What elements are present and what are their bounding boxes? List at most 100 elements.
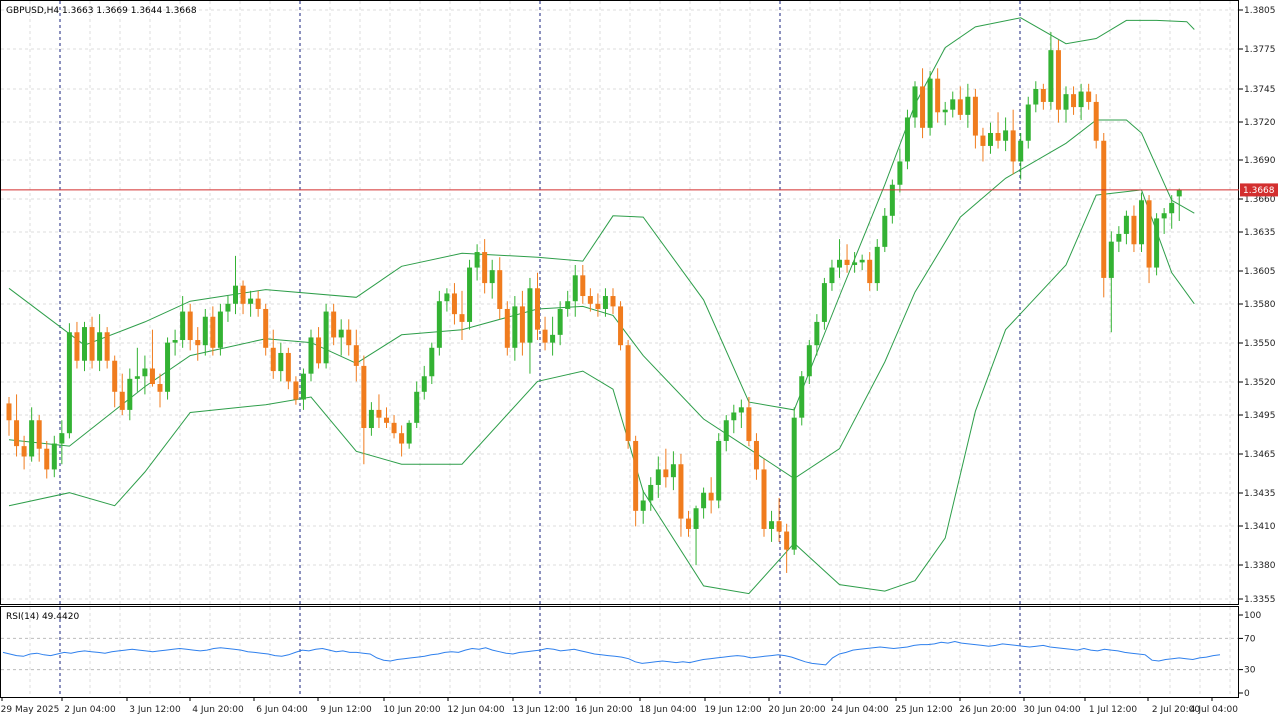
candle[interactable] xyxy=(202,308,208,356)
candle[interactable] xyxy=(316,327,322,369)
candle[interactable] xyxy=(882,208,888,253)
candle[interactable] xyxy=(1101,132,1107,298)
candle[interactable] xyxy=(572,264,578,317)
candle[interactable] xyxy=(1093,94,1099,149)
candle[interactable] xyxy=(14,394,20,457)
candle[interactable] xyxy=(761,459,767,537)
candle[interactable] xyxy=(1071,86,1077,115)
candle[interactable] xyxy=(972,88,978,149)
candle[interactable] xyxy=(482,239,488,294)
candle[interactable] xyxy=(504,301,510,356)
candle[interactable] xyxy=(723,415,729,452)
candle[interactable] xyxy=(180,296,186,348)
candle[interactable] xyxy=(97,314,103,372)
candle[interactable] xyxy=(904,109,910,170)
candle[interactable] xyxy=(436,290,442,356)
candle[interactable] xyxy=(1131,205,1137,253)
candle[interactable] xyxy=(157,373,163,408)
candle[interactable] xyxy=(957,86,963,121)
candle[interactable] xyxy=(1154,213,1160,276)
candle[interactable] xyxy=(6,396,12,436)
candle[interactable] xyxy=(837,239,842,278)
candle[interactable] xyxy=(535,272,540,341)
candle[interactable] xyxy=(474,244,480,281)
candle[interactable] xyxy=(353,329,359,382)
candle[interactable] xyxy=(1146,195,1152,284)
candle[interactable] xyxy=(1010,109,1016,175)
candle[interactable] xyxy=(550,316,556,356)
rsi-pane-frame[interactable] xyxy=(0,606,1239,698)
candle[interactable] xyxy=(278,342,284,382)
candle[interactable] xyxy=(89,316,95,369)
candle[interactable] xyxy=(149,329,155,387)
candle[interactable] xyxy=(142,355,148,395)
candle[interactable] xyxy=(519,290,525,356)
candle[interactable] xyxy=(451,283,457,325)
candle[interactable] xyxy=(701,487,707,519)
candle[interactable] xyxy=(625,340,631,449)
candle[interactable] xyxy=(829,259,835,291)
candle[interactable] xyxy=(165,337,171,400)
candle[interactable] xyxy=(686,510,691,537)
candle[interactable] xyxy=(844,244,850,273)
candle[interactable] xyxy=(655,456,661,498)
candle[interactable] xyxy=(1161,208,1167,234)
candle[interactable] xyxy=(889,179,895,224)
candle[interactable] xyxy=(640,490,646,524)
candle[interactable] xyxy=(874,239,880,291)
candle[interactable] xyxy=(112,355,118,408)
candle[interactable] xyxy=(187,303,193,351)
candle[interactable] xyxy=(1123,210,1129,245)
candle[interactable] xyxy=(255,290,261,317)
candle[interactable] xyxy=(527,277,533,374)
candle[interactable] xyxy=(497,257,503,320)
candle[interactable] xyxy=(361,355,367,465)
candle[interactable] xyxy=(980,127,986,162)
candle[interactable] xyxy=(36,415,42,462)
candle[interactable] xyxy=(1086,83,1092,110)
candle[interactable] xyxy=(776,497,782,542)
candle[interactable] xyxy=(814,314,820,356)
candle[interactable] xyxy=(263,303,269,356)
candle[interactable] xyxy=(233,255,238,315)
candle[interactable] xyxy=(852,252,858,273)
candle[interactable] xyxy=(210,306,216,356)
candle[interactable] xyxy=(648,477,654,511)
candle[interactable] xyxy=(119,373,125,416)
candle[interactable] xyxy=(1139,192,1144,253)
candle[interactable] xyxy=(172,329,178,356)
candle[interactable] xyxy=(678,453,684,537)
candle[interactable] xyxy=(270,329,276,379)
candle[interactable] xyxy=(406,420,412,449)
candle[interactable] xyxy=(1108,231,1114,333)
candle[interactable] xyxy=(753,433,759,480)
candle[interactable] xyxy=(489,259,495,299)
candle[interactable] xyxy=(1025,96,1031,149)
candle[interactable] xyxy=(217,303,223,356)
candle[interactable] xyxy=(29,407,35,462)
candle[interactable] xyxy=(240,280,246,315)
candle[interactable] xyxy=(414,381,420,429)
candle[interactable] xyxy=(595,293,601,317)
candle[interactable] xyxy=(127,368,133,421)
candle[interactable] xyxy=(1055,39,1061,123)
candle[interactable] xyxy=(195,327,201,361)
candle[interactable] xyxy=(716,433,722,509)
candle[interactable] xyxy=(965,83,971,128)
candle[interactable] xyxy=(1003,117,1009,152)
candle[interactable] xyxy=(565,290,571,317)
candle[interactable] xyxy=(391,415,397,439)
candle[interactable] xyxy=(897,148,903,193)
candle[interactable] xyxy=(1048,32,1054,110)
main-pane-frame[interactable] xyxy=(0,0,1239,605)
candle[interactable] xyxy=(1176,188,1182,221)
candle[interactable] xyxy=(769,510,775,542)
candle[interactable] xyxy=(1169,195,1175,229)
candle[interactable] xyxy=(82,321,87,372)
candle[interactable] xyxy=(1116,226,1122,253)
candle[interactable] xyxy=(610,288,616,315)
candle[interactable] xyxy=(467,259,473,330)
candle[interactable] xyxy=(21,435,27,470)
candle[interactable] xyxy=(308,329,314,382)
